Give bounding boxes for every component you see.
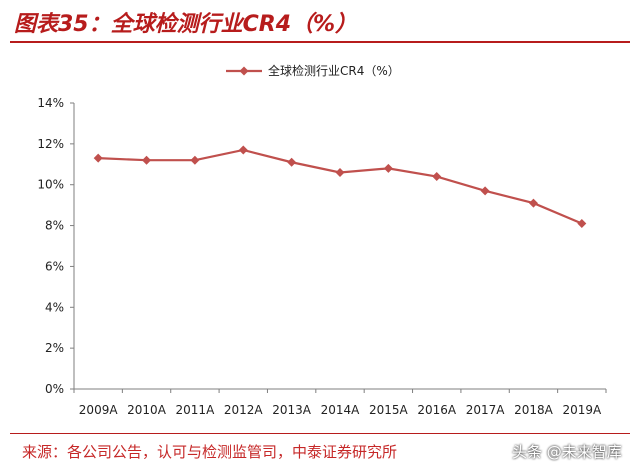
x-axis-ticks: 2009A 2010A 2011A 2012A 2013A 2014A 2015A 2016A… [73,389,607,417]
line-chart: 全球检测行业CR4（%） 0%2%4%6%8%10%12%14% 2009A 20… [37,63,607,417]
chart-legend: 全球检测行业CR4（%） [226,63,400,78]
data-point-2018A [528,198,538,208]
x-tick-label: 2016A [417,403,457,417]
x-tick-label: 2012A [224,403,264,417]
x-tick-label: 2014A [321,403,361,417]
data-point-2015A [383,163,393,173]
y-tick-label: 14% [37,96,64,110]
chart-axes [73,103,606,390]
figure-title: 图表35：全球检测行业CR4（%） [14,12,358,37]
y-tick-label: 10% [37,178,64,192]
x-tick-label: 2017A [466,403,506,417]
y-axis-ticks: 0% 2% 4% 6% 8% 10% 12% 14% [37,96,74,396]
data-point-2011A [190,155,200,165]
data-point-2019A [577,219,587,229]
x-tick-label: 2013A [272,403,312,417]
series-group [93,145,587,229]
y-tick-label: 2% [45,341,64,355]
x-tick-label: 2019A [562,403,602,417]
y-tick-label: 0% [45,382,64,396]
x-tick-label: 2015A [369,403,409,417]
source-divider [10,433,630,434]
series-line [98,148,583,225]
x-tick-label: 2018A [514,403,554,417]
data-point-2010A [142,155,152,165]
legend-label: 全球检测行业CR4（%） [268,63,400,78]
data-point-2014A [335,167,345,177]
y-tick-label: 6% [45,259,64,273]
data-point-2013A [287,157,297,167]
x-tick-label: 2010A [127,403,167,417]
source-note: 来源：各公司公告，认可与检测监管司，中泰证券研究所 [22,443,398,461]
watermark: 头条 @未来智库 [512,443,622,461]
legend-marker [239,66,249,76]
x-tick-label: 2009A [79,403,119,417]
y-tick-label: 8% [45,219,64,233]
data-point-2017A [480,186,490,196]
y-tick-label: 12% [37,137,64,151]
x-tick-label: 2011A [176,403,216,417]
data-point-2009A [93,153,103,163]
y-tick-label: 4% [45,300,64,314]
data-point-2012A [238,145,248,155]
title-divider [10,41,630,43]
data-point-2016A [432,172,442,182]
